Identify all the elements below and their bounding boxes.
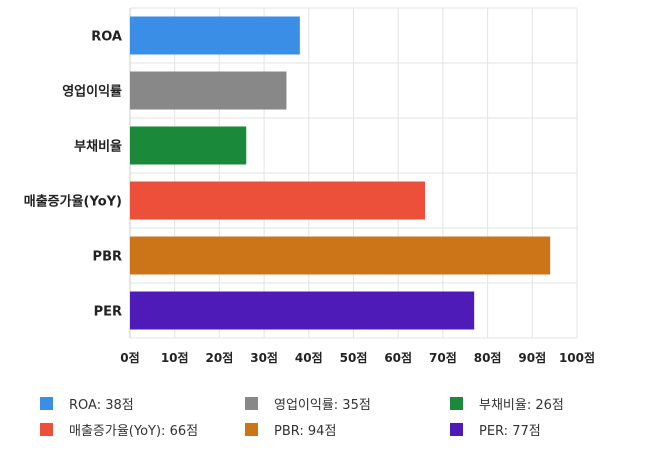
legend-swatch — [40, 423, 53, 436]
grid-lines — [129, 7, 578, 339]
x-tick-label: 40점 — [295, 350, 323, 365]
legend-item: PBR: 94점 — [245, 420, 336, 439]
bar — [130, 126, 247, 165]
legend-label: ROA: 38점 — [69, 398, 134, 413]
x-tick-label: 0점 — [120, 350, 139, 365]
legend-swatch — [245, 397, 258, 410]
legend-item: PER: 77점 — [450, 420, 541, 439]
legend-label: PER: 77점 — [479, 424, 541, 439]
category-label: 매출증가율(YoY) — [24, 194, 122, 210]
x-tick-label: 10점 — [161, 350, 189, 365]
bar — [130, 236, 551, 275]
category-label: ROA — [91, 30, 122, 45]
legend-label: 부채비율: 26점 — [479, 398, 564, 413]
x-tick-label: 20점 — [206, 350, 234, 365]
legend-item: 매출증가율(YoY): 66점 — [40, 420, 198, 439]
x-tick-label: 70점 — [429, 350, 457, 365]
legend-item: 부채비율: 26점 — [450, 394, 564, 413]
legend-swatch — [245, 423, 258, 436]
x-tick-labels: 0점 10점 20점 30점 40점 50점 60점 70점 80점 90점 100점 — [120, 350, 595, 365]
x-tick-label: 50점 — [340, 350, 368, 365]
bar — [130, 181, 426, 220]
x-tick-label: 90점 — [518, 350, 546, 365]
bar — [130, 16, 300, 55]
legend-swatch — [450, 423, 463, 436]
legend-swatch — [40, 397, 53, 410]
legend-swatch — [450, 397, 463, 410]
legend-item: 영업이익률: 35점 — [245, 394, 371, 413]
category-label: PBR — [93, 250, 122, 265]
x-tick-label: 30점 — [250, 350, 278, 365]
bar — [130, 71, 287, 110]
category-label: 부채비율 — [74, 139, 122, 155]
x-tick-label: 100점 — [559, 350, 595, 365]
bars — [130, 16, 551, 330]
bar — [130, 291, 475, 330]
x-tick-label: 60점 — [384, 350, 412, 365]
legend-item: ROA: 38점 — [40, 394, 134, 413]
category-label: 영업이익률 — [62, 84, 122, 100]
legend-label: PBR: 94점 — [274, 424, 337, 439]
legend-label: 영업이익률: 35점 — [274, 398, 371, 413]
category-label: PER — [94, 305, 122, 320]
legend-label: 매출증가율(YoY): 66점 — [69, 424, 199, 439]
x-tick-label: 80점 — [474, 350, 502, 365]
